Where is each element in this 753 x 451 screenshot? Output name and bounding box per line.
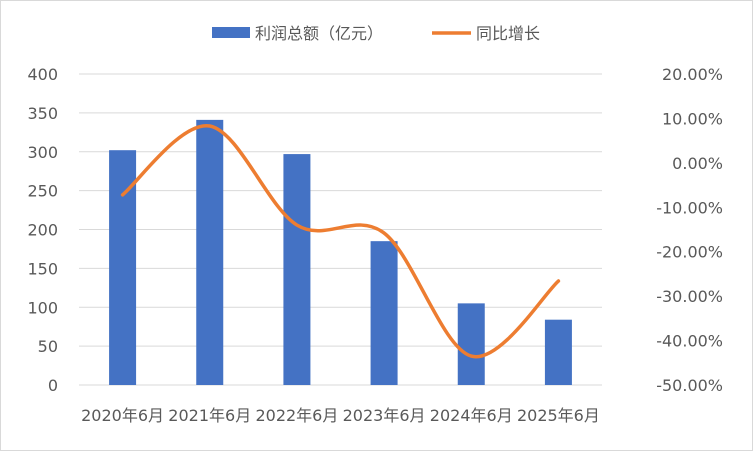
left-axis-tick: 350 <box>27 104 58 123</box>
left-axis-tick: 100 <box>27 298 58 317</box>
bar <box>370 241 398 385</box>
legend-bar-label: 利润总额（亿元） <box>255 24 383 43</box>
left-axis-tick: 50 <box>38 337 58 356</box>
legend: 利润总额（亿元） 同比增长 <box>212 24 540 43</box>
right-axis-tick: 10.00% <box>662 109 723 128</box>
bar <box>457 303 485 385</box>
left-axis-tick: 400 <box>27 65 58 84</box>
x-axis-tick: 2024年6月 <box>430 406 513 425</box>
left-axis-tick: 0 <box>48 376 58 395</box>
right-axis-tick: -30.00% <box>656 287 723 306</box>
left-axis-tick: 300 <box>27 143 58 162</box>
right-axis-tick: 20.00% <box>662 65 723 84</box>
x-axis-tick: 2025年6月 <box>517 406 600 425</box>
right-axis-tick: 0.00% <box>672 154 723 173</box>
x-axis-tick: 2020年6月 <box>81 406 164 425</box>
growth-line <box>120 124 561 359</box>
right-axis-tick: -50.00% <box>656 376 723 395</box>
x-axis-tick: 2022年6月 <box>255 406 338 425</box>
right-axis-tick: -40.00% <box>656 332 723 351</box>
legend-bar-swatch <box>212 27 250 38</box>
left-axis-tick: 150 <box>27 259 58 278</box>
right-axis-tick: -20.00% <box>656 243 723 262</box>
right-axis-tick: -10.00% <box>656 198 723 217</box>
left-axis-tick: 250 <box>27 182 58 201</box>
x-axis-tick: 2021年6月 <box>168 406 251 425</box>
left-axis-tick: 200 <box>27 221 58 240</box>
x-axis-tick: 2023年6月 <box>343 406 426 425</box>
bar <box>196 119 224 385</box>
legend-line-label: 同比增长 <box>476 24 540 43</box>
bar <box>109 150 137 385</box>
bar <box>283 154 311 385</box>
bar <box>544 319 572 385</box>
